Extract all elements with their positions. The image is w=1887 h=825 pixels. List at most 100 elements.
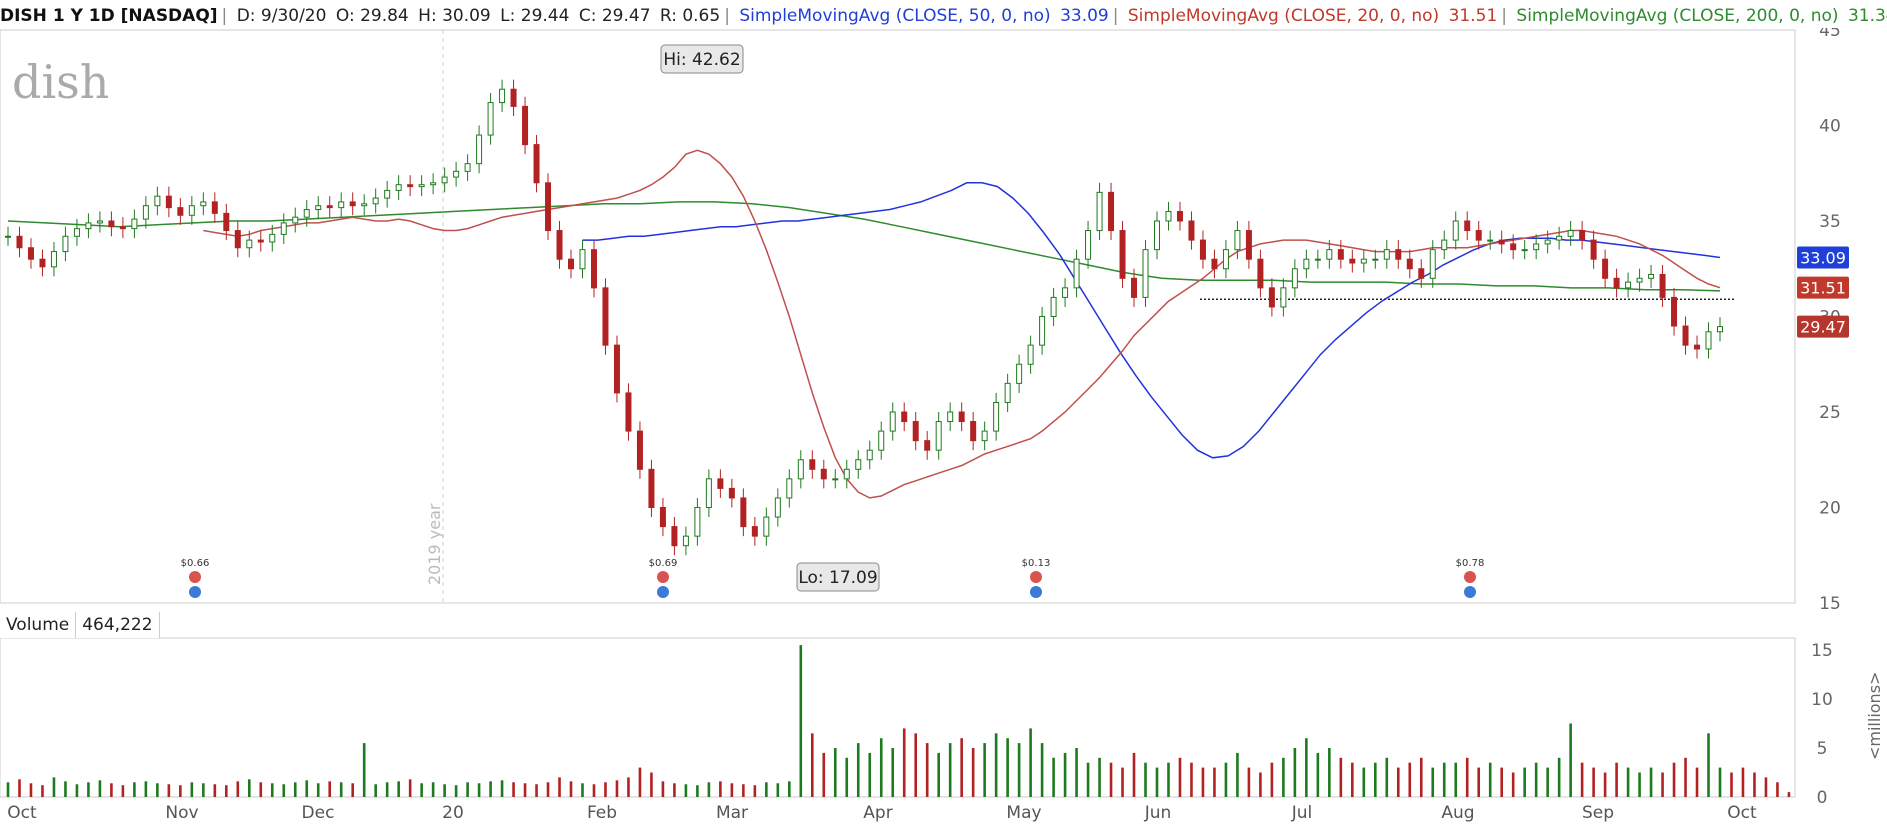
volume-bar — [339, 782, 343, 797]
candle — [1211, 249, 1218, 279]
volume-bar — [1052, 757, 1055, 797]
candle — [568, 249, 575, 279]
candle-body — [1567, 230, 1574, 237]
candle-body — [1521, 249, 1528, 252]
candle — [1085, 221, 1092, 269]
candle-body — [154, 195, 161, 207]
candle-body — [188, 205, 195, 216]
candle-body — [1659, 273, 1666, 298]
candle — [556, 221, 563, 269]
volume-bar — [362, 743, 366, 797]
candle-body — [1027, 344, 1034, 365]
volume-bar — [1098, 757, 1101, 797]
volume-bar — [512, 782, 515, 797]
candle — [1671, 287, 1678, 336]
candle-body — [257, 239, 264, 243]
candle — [1406, 249, 1413, 279]
volume-unit-label: <millions> — [1865, 672, 1884, 760]
volume-bar — [1615, 762, 1618, 797]
candle-body — [533, 144, 540, 184]
candle — [1452, 211, 1459, 250]
candle-body — [39, 258, 46, 268]
candle — [1360, 249, 1367, 273]
candle — [303, 199, 310, 227]
close-readout: C: 29.47 — [578, 6, 651, 26]
candle — [39, 249, 46, 277]
candle-body — [1016, 363, 1023, 384]
volume-bar — [822, 752, 826, 797]
volume-bar — [144, 781, 148, 797]
range-readout: R: 0.65 — [659, 6, 721, 26]
candle-body — [809, 459, 816, 470]
candle — [280, 213, 287, 244]
candle-body — [602, 287, 609, 346]
candle-body — [1625, 281, 1632, 289]
volume-header: Volume 464,222 — [0, 612, 160, 638]
volume-bar — [420, 783, 423, 797]
candle — [1590, 230, 1597, 269]
candle-body — [671, 526, 678, 547]
volume-bar — [742, 784, 745, 797]
candle — [257, 230, 264, 252]
x-tick-label: Feb — [587, 803, 617, 823]
volume-bar — [914, 733, 918, 797]
candle — [590, 240, 597, 298]
dividend-icon — [657, 571, 669, 583]
candle — [1418, 259, 1425, 288]
candle-body — [1498, 239, 1505, 245]
candle — [1372, 249, 1379, 269]
candle — [487, 93, 494, 145]
volume-bar — [156, 783, 159, 797]
symbol-label[interactable]: DISH 1 Y 1D [NASDAQ] — [0, 6, 218, 26]
candle — [832, 469, 839, 489]
volume-bar — [1259, 772, 1262, 797]
x-tick-label: Jul — [1291, 803, 1313, 823]
x-tick-label: Nov — [165, 803, 198, 823]
candle — [889, 402, 896, 441]
dividend-label: $0.78 — [1456, 558, 1485, 569]
candle — [1165, 201, 1172, 231]
volume-bar — [202, 783, 205, 797]
volume-bar — [1282, 757, 1285, 797]
candle — [1257, 249, 1264, 298]
candle-body — [1004, 382, 1011, 403]
close-badge-box — [1797, 315, 1849, 338]
candle — [1016, 354, 1023, 393]
candle — [1062, 278, 1069, 307]
dividend-icon — [1030, 571, 1042, 583]
candle — [625, 383, 632, 441]
candle-body — [303, 209, 310, 218]
candle-body — [958, 411, 965, 423]
candle — [1648, 264, 1655, 288]
candle — [1429, 240, 1436, 288]
low-readout: L: 29.44 — [500, 6, 570, 26]
candle — [1659, 264, 1666, 307]
volume-bar — [477, 783, 481, 797]
candle — [843, 459, 850, 489]
volume-bar — [385, 782, 389, 797]
candle — [1268, 278, 1275, 317]
volume-bar — [765, 782, 768, 797]
candle-body — [211, 201, 218, 214]
candle-body — [384, 189, 391, 199]
sma200-label[interactable]: SimpleMovingAvg (CLOSE, 200, 0, no) — [1516, 6, 1839, 26]
candle — [223, 203, 230, 241]
volume-bar — [1431, 767, 1435, 797]
candle-body — [1050, 296, 1057, 317]
volume-bar — [236, 781, 240, 797]
sma50-line — [582, 182, 1721, 459]
volume-bar — [293, 782, 297, 797]
volume-bar — [788, 781, 791, 797]
candle — [636, 421, 643, 479]
candle-body — [1441, 239, 1448, 251]
candle — [1303, 249, 1310, 279]
volume-bar — [1661, 772, 1664, 797]
sma20-label[interactable]: SimpleMovingAvg (CLOSE, 20, 0, no) — [1127, 6, 1440, 26]
volume-bar — [925, 743, 929, 797]
close-badge-text: 29.47 — [1800, 318, 1846, 337]
volume-bar — [1132, 752, 1136, 797]
sma50-label[interactable]: SimpleMovingAvg (CLOSE, 50, 0, no) — [739, 6, 1051, 26]
candle-body — [1234, 230, 1241, 251]
volume-bar — [29, 783, 33, 797]
